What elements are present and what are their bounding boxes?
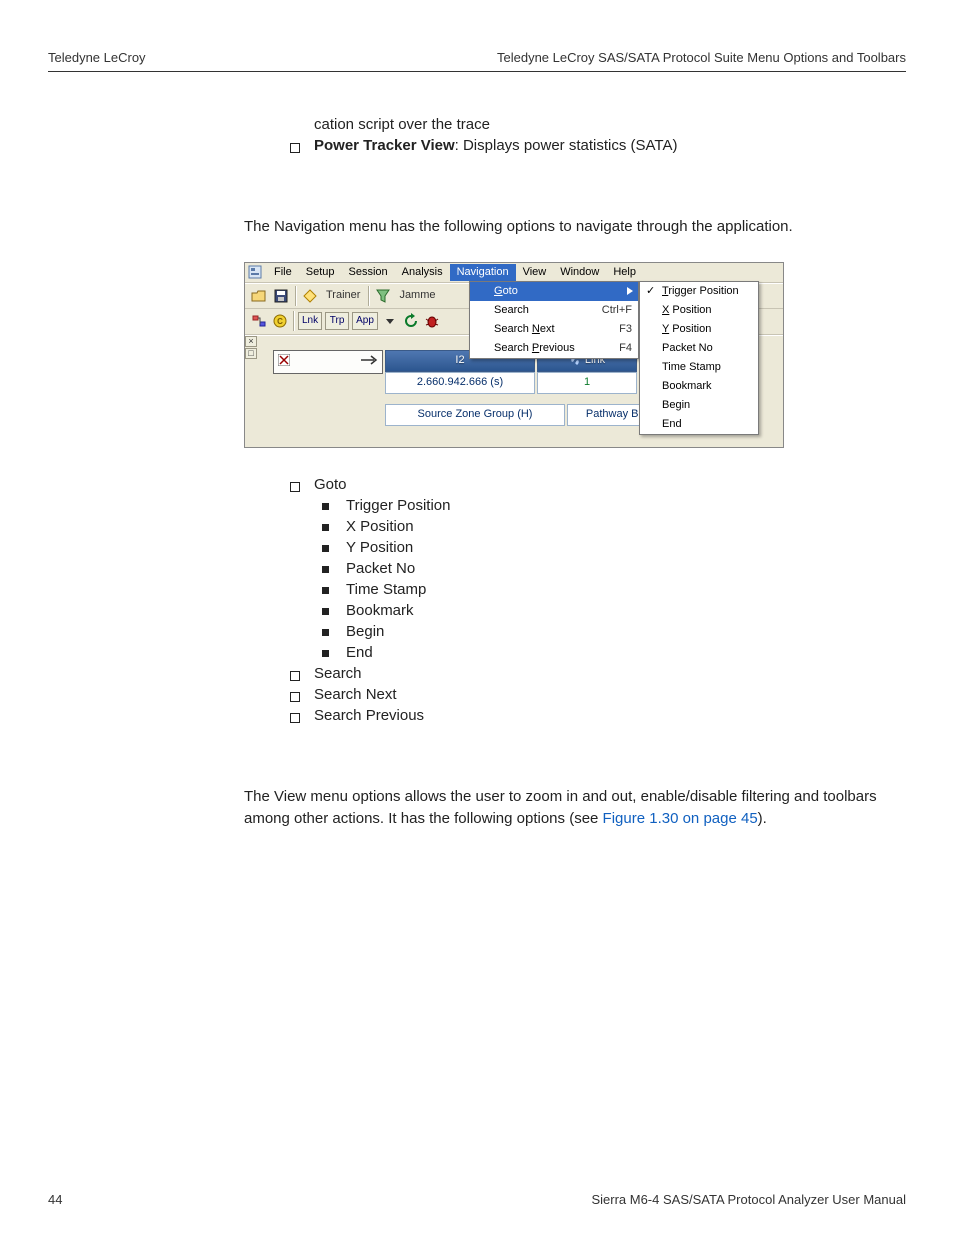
pane-close-icon: × xyxy=(245,336,257,347)
goto-x-position[interactable]: X Position xyxy=(640,301,758,320)
page-footer: 44 Sierra M6-4 SAS/SATA Protocol Analyze… xyxy=(0,1192,954,1207)
bullet-search-next: Search Next xyxy=(290,686,898,703)
sub-begin: Begin xyxy=(290,623,898,640)
page-header: Teledyne LeCroy Teledyne LeCroy SAS/SATA… xyxy=(48,50,906,72)
goto-time-stamp[interactable]: Time Stamp xyxy=(640,358,758,377)
sub-y: Y Position xyxy=(290,539,898,556)
menu-session[interactable]: Session xyxy=(341,264,394,281)
diamond-icon[interactable] xyxy=(300,286,320,306)
menu-view[interactable]: View xyxy=(516,264,554,281)
menu-analysis[interactable]: Analysis xyxy=(395,264,450,281)
view-pre: The View menu options allows the user to… xyxy=(244,788,877,827)
track-box xyxy=(273,350,383,374)
goto-bookmark[interactable]: Bookmark xyxy=(640,377,758,396)
goto-trigger-position[interactable]: ✓Trigger Position xyxy=(640,282,758,301)
dropdown-arrow-icon[interactable] xyxy=(380,311,400,331)
manual-title: Sierra M6-4 SAS/SATA Protocol Analyzer U… xyxy=(591,1192,906,1207)
bullet-goto: Goto xyxy=(290,476,898,493)
content-area: cation script over the trace Power Track… xyxy=(258,116,898,829)
cell-one: 1 xyxy=(537,372,637,394)
goto-end[interactable]: End xyxy=(640,415,758,434)
chip-lnk[interactable]: Lnk xyxy=(298,312,322,330)
cell-src: Source Zone Group (H) xyxy=(385,404,565,426)
view-intro: The View menu options allows the user to… xyxy=(244,786,898,830)
nav-search[interactable]: SearchCtrl+F xyxy=(470,301,638,320)
menu-file[interactable]: File xyxy=(267,264,299,281)
menu-window[interactable]: Window xyxy=(553,264,606,281)
goto-submenu: ✓Trigger Position X Position Y Position … xyxy=(639,281,759,435)
figure-link[interactable]: Figure 1.30 on page 45 xyxy=(603,810,758,827)
menubar: File Setup Session Analysis Navigation V… xyxy=(245,263,783,283)
filter-icon[interactable] xyxy=(373,286,393,306)
x-icon xyxy=(278,354,290,370)
nav-intro: The Navigation menu has the following op… xyxy=(244,216,898,238)
menu-navigation[interactable]: Navigation xyxy=(450,264,516,281)
sub-timestamp: Time Stamp xyxy=(290,581,898,598)
bullet-search-prev: Search Previous xyxy=(290,707,898,724)
bullet-search: Search xyxy=(290,665,898,682)
svg-text:C: C xyxy=(277,317,283,326)
menu-help[interactable]: Help xyxy=(606,264,643,281)
save-icon[interactable] xyxy=(271,286,291,306)
nav-search-next[interactable]: Search NextF3 xyxy=(470,320,638,339)
bullet-power-tracker: Power Tracker View: Displays power stati… xyxy=(290,137,898,154)
sub-x: X Position xyxy=(290,518,898,535)
goto-begin[interactable]: Begin xyxy=(640,396,758,415)
sub-packet: Packet No xyxy=(290,560,898,577)
connector-icon[interactable] xyxy=(249,311,269,331)
screenshot-navigation-menu: File Setup Session Analysis Navigation V… xyxy=(244,262,784,448)
chip-app[interactable]: App xyxy=(352,312,378,330)
pane-restore-icon: □ xyxy=(245,348,257,359)
header-right: Teledyne LeCroy SAS/SATA Protocol Suite … xyxy=(497,50,906,65)
chip-trp[interactable]: Trp xyxy=(325,312,349,330)
bug-icon[interactable] xyxy=(422,311,442,331)
open-icon[interactable] xyxy=(249,286,269,306)
view-post: ). xyxy=(758,810,767,827)
goto-y-position[interactable]: Y Position xyxy=(640,320,758,339)
nav-goto[interactable]: Goto xyxy=(470,282,638,301)
sub-trigger: Trigger Position xyxy=(290,497,898,514)
arrow-right-icon xyxy=(360,355,378,369)
cell-time: 2.660.942.666 (s) xyxy=(385,372,535,394)
menu-setup[interactable]: Setup xyxy=(299,264,342,281)
pane-controls[interactable]: × □ xyxy=(245,336,257,360)
sub-end: End xyxy=(290,644,898,661)
refresh-icon[interactable] xyxy=(401,311,421,331)
page-number: 44 xyxy=(48,1192,62,1207)
power-label: Power Tracker View xyxy=(314,137,455,154)
app-icon xyxy=(247,264,263,280)
header-left: Teledyne LeCroy xyxy=(48,50,146,65)
nav-search-prev[interactable]: Search PreviousF4 xyxy=(470,339,638,358)
trainer-label[interactable]: Trainer xyxy=(322,289,364,302)
circle-c-icon[interactable]: C xyxy=(270,311,290,331)
navigation-dropdown: Goto SearchCtrl+F Search NextF3 Search P… xyxy=(469,281,639,359)
sub-bookmark: Bookmark xyxy=(290,602,898,619)
power-desc: : Displays power statistics (SATA) xyxy=(455,137,678,154)
goto-packet-no[interactable]: Packet No xyxy=(640,339,758,358)
fragment-line: cation script over the trace xyxy=(258,116,898,133)
jammer-label[interactable]: Jamme xyxy=(395,289,439,302)
